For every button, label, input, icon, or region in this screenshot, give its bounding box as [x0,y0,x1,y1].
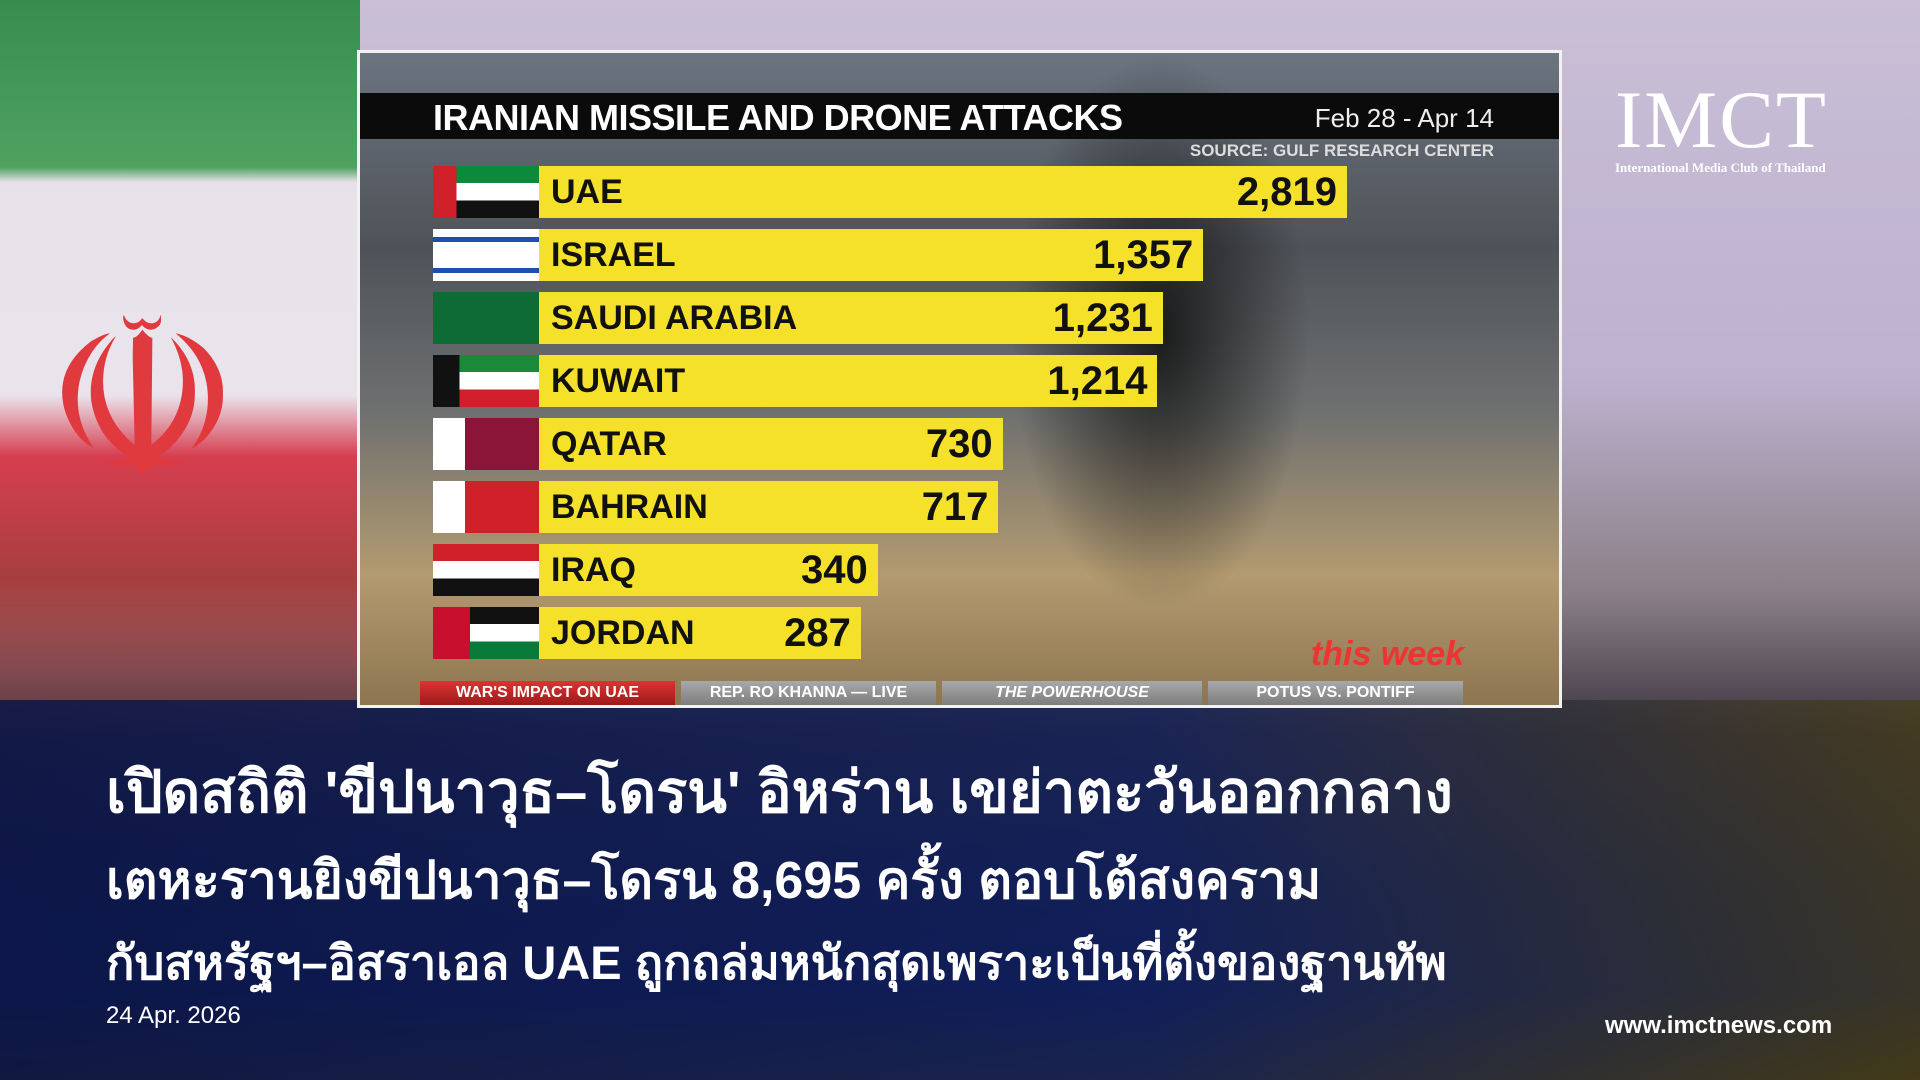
news-ticker: WAR'S IMPACT ON UAE REP. RO KHANNA — LIV… [420,681,1463,705]
bar-category-label: QATAR [551,424,667,463]
bar-value-label: 1,214 [1047,358,1148,403]
bar-category-label: IRAQ [551,550,636,589]
chart-title: IRANIAN MISSILE AND DRONE ATTACKS [433,97,1123,138]
bar-value-label: 717 [921,484,989,529]
country-flag-icon [433,229,539,281]
chart-date-range: Feb 28 - Apr 14 [1314,103,1494,133]
ticker-item: THE POWERHOUSE ROUNDTABLE [942,681,1202,705]
bar: ISRAEL 1,357 [539,229,1204,281]
imct-logo: IMCT International Media Club of Thailan… [1615,74,1828,176]
ticker-item: POTUS VS. PONTIFF [1208,681,1463,705]
bar: BAHRAIN 717 [539,481,999,533]
bar: JORDAN 287 [539,607,861,659]
background-shade [0,700,1920,1080]
bar-row: JORDAN 287 [433,607,861,659]
bar-row: ISRAEL 1,357 [433,229,1204,281]
bar: UAE 2,819 [539,166,1347,218]
bar-row: QATAR 730 [433,418,1003,470]
ticker-item: WAR'S IMPACT ON UAE [420,681,675,705]
bar-value-label: 287 [784,610,851,655]
bar-category-label: UAE [551,172,623,211]
bar-value-label: 1,231 [1052,295,1153,340]
bar-category-label: BAHRAIN [551,487,708,526]
chart-source: SOURCE: GULF RESEARCH CENTER [1189,141,1494,160]
bar: KUWAIT 1,214 [539,355,1158,407]
country-flag-icon [433,607,539,659]
chart-panel: IRANIAN MISSILE AND DRONE ATTACKS Feb 28… [357,50,1562,708]
country-flag-icon [433,481,539,533]
bar-value-label: 1,357 [1093,232,1194,277]
website-url: www.imctnews.com [1605,1012,1833,1039]
chart-header-band [360,93,1559,139]
bar-row: BAHRAIN 717 [433,481,999,533]
country-flag-icon [433,544,539,596]
country-flag-icon [433,292,539,344]
country-flag-icon [433,355,539,407]
country-flag-icon [433,166,539,218]
abc-this-week-logo: this week [1310,635,1464,673]
bar: QATAR 730 [539,418,1003,470]
iran-flag-background [0,0,360,760]
bar-value-label: 340 [801,547,868,592]
bar-row: UAE 2,819 [433,166,1347,218]
ticker-item: REP. RO KHANNA — LIVE [681,681,936,705]
headline-line-1: เปิดสถิติ 'ขีปนาวุธ–โดรน' อิหร่าน เขย่าต… [106,760,1453,825]
bar-category-label: SAUDI ARABIA [551,298,798,337]
bar-row: IRAQ 340 [433,544,878,596]
bar-value-label: 730 [925,421,993,466]
headline-line-2: เตหะรานยิงขีปนาวุธ–โดรน 8,695 ครั้ง ตอบโ… [106,852,1322,910]
iran-emblem-icon: ☫ [43,277,242,523]
bar-category-label: JORDAN [551,613,695,652]
bar: IRAQ 340 [539,544,878,596]
publish-date: 24 Apr. 2026 [106,1002,241,1029]
bar-category-label: KUWAIT [551,361,686,400]
bar-row: SAUDI ARABIA 1,231 [433,292,1163,344]
bar-category-label: ISRAEL [551,235,676,274]
bar: SAUDI ARABIA 1,231 [539,292,1163,344]
bar-value-label: 2,819 [1236,169,1337,214]
headline-line-3: กับสหรัฐฯ–อิสราเอล UAE ถูกถล่มหนักสุดเพร… [106,936,1447,989]
country-flag-icon [433,418,539,470]
bar-row: KUWAIT 1,214 [433,355,1158,407]
